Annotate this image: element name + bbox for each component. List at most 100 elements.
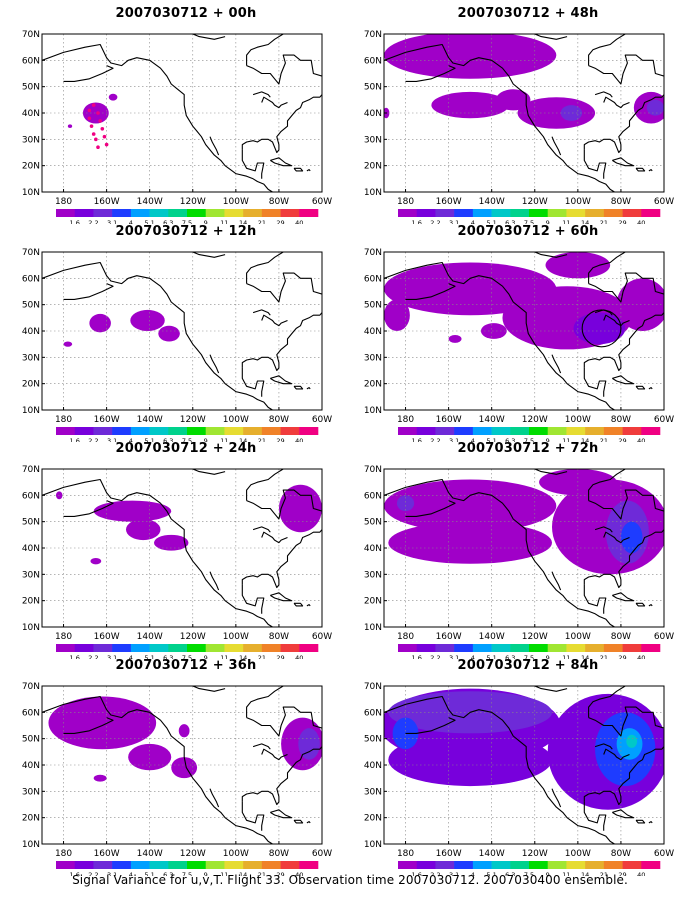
colorbar-label: 21 [600,437,608,442]
observation-point [89,124,94,128]
coastline [306,387,311,390]
coastline [233,469,238,470]
colorbar-label: 14 [581,437,589,442]
y-tick-label: 40N [364,327,382,337]
colorbar-swatch [93,427,113,435]
colorbar-swatch [130,861,150,869]
colorbar-swatch [56,209,76,217]
colorbar-swatch [93,861,113,869]
x-tick-label: 60W [654,415,674,425]
colorbar-label: 29 [276,219,284,224]
coastline [293,819,304,824]
colorbar-swatch [416,209,436,217]
coastline [588,489,664,520]
x-tick-label: 180 [397,415,414,425]
y-tick-label: 20N [22,162,40,172]
coastline [63,65,114,82]
y-tick-label: 40N [22,761,40,771]
colorbar-label: 7.5 [524,437,534,442]
colorbar-swatch [529,644,549,652]
x-tick-label: 60W [312,197,332,207]
colorbar-swatch [112,644,132,652]
coastline [293,602,304,607]
map-panel: 2007030712 + 36h 10N 20N 30N 40N 50N 60N 70N 180… [6,658,346,876]
y-tick-label: 40N [22,327,40,337]
variance-region [89,313,111,333]
colorbar-label: 29 [276,654,284,659]
variance-region [171,757,198,779]
colorbar-swatch [261,861,281,869]
variance-region [573,312,626,345]
x-tick-label: 140W [137,197,163,207]
coastline [583,367,607,397]
x-tick-label: 120W [522,632,548,642]
y-tick-label: 70N [364,682,382,692]
map-plot: 10N 20N 30N 40N 50N 60N 70N 180 160W 140W 120W 100W… [22,682,332,876]
observation-point [91,132,96,136]
y-tick-label: 70N [22,30,40,40]
y-tick-label: 30N [22,787,40,797]
y-tick-label: 20N [364,162,382,172]
coastline [648,821,653,824]
colorbar-swatch [435,427,455,435]
y-tick-label: 60N [364,274,382,284]
x-tick-label: 80W [269,415,289,425]
colorbar-swatch [261,427,281,435]
colorbar-label: 2.2 [430,219,440,224]
y-tick-label: 10N [22,406,40,416]
colorbar-swatch [398,861,418,869]
colorbar-swatch [491,427,511,435]
coastline [588,706,664,737]
colorbar-label: 21 [258,437,266,442]
observation-point [96,111,100,115]
x-tick-label: 140W [479,632,505,642]
coastline [384,43,615,192]
variance-region [384,299,410,331]
coastline [583,312,664,372]
colorbar-swatch [416,861,436,869]
coastline [384,695,615,844]
colorbar-swatch [130,427,150,435]
variance-region [126,519,161,541]
colorbar-label: 29 [618,437,626,442]
y-tick-label: 40N [22,109,40,119]
colorbar-label: 7.5 [182,654,192,659]
coastline [612,157,635,167]
coastline [575,252,580,253]
colorbar-label: 9 [546,437,550,442]
colorbar-swatch [168,427,188,435]
colorbar-label: 40 [637,437,645,442]
variance-region [496,89,531,111]
map-plot: 10N 20N 30N 40N 50N 60N 70N 180 160W 140W 120W 100W… [22,465,332,659]
colorbar-swatch [280,861,300,869]
coastline [534,34,568,40]
coastline [241,367,265,397]
colorbar-label: 29 [276,437,284,442]
coastline [551,136,562,156]
colorbar-label: 40 [295,437,303,442]
y-tick-label: 10N [364,840,382,850]
x-tick-label: 120W [522,849,548,859]
colorbar-swatch [547,644,567,652]
x-tick-label: 100W [565,197,591,207]
coastline [246,706,322,737]
y-tick-label: 20N [364,380,382,390]
x-tick-label: 160W [94,632,120,642]
colorbar-swatch [641,644,661,652]
colorbar-swatch [299,861,319,869]
colorbar-swatch [529,209,549,217]
y-tick-label: 50N [364,83,382,93]
variance-region [93,774,107,782]
colorbar-label: 29 [276,871,284,876]
x-tick-label: 180 [55,197,72,207]
x-tick-label: 80W [611,415,631,425]
x-tick-label: 80W [269,197,289,207]
x-tick-label: 60W [312,849,332,859]
x-tick-label: 100W [223,632,249,642]
x-tick-label: 100W [565,415,591,425]
colorbar-swatch [187,209,207,217]
x-tick-label: 60W [312,632,332,642]
x-tick-label: 120W [180,197,206,207]
x-tick-label: 80W [611,197,631,207]
y-tick-label: 50N [22,83,40,93]
